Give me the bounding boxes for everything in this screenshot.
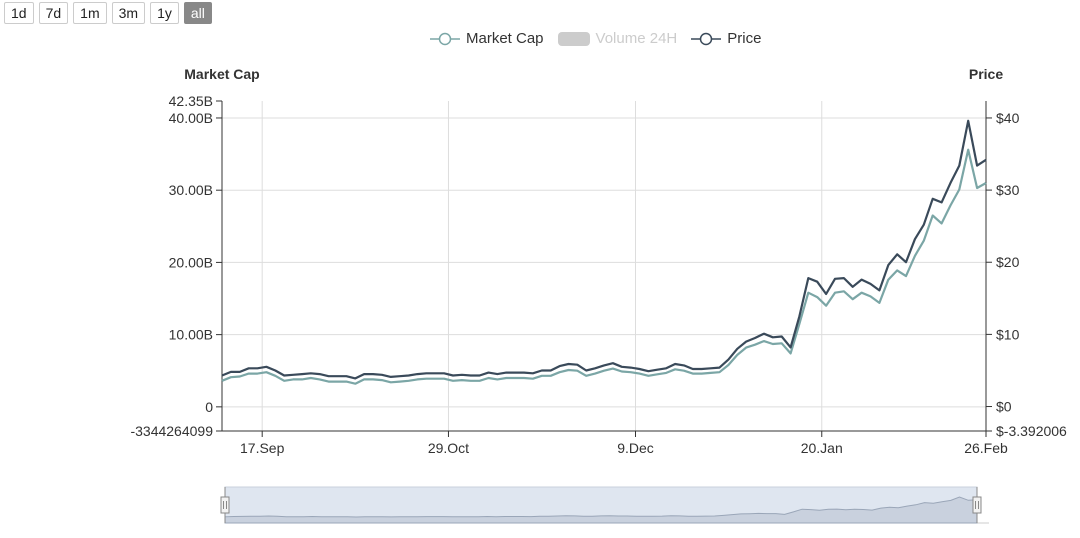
legend-label-price: Price xyxy=(727,30,762,47)
right-tick-label: $-3.392006 xyxy=(996,423,1067,439)
handle-grip xyxy=(972,496,982,514)
area-marker-icon xyxy=(557,31,590,46)
zoom-navigator xyxy=(220,486,989,524)
series-line-market-cap xyxy=(221,148,987,385)
right-tick-label: $40 xyxy=(996,110,1020,126)
chart-legend: Market Cap Volume 24H Price xyxy=(430,30,761,47)
right-tick-label: $0 xyxy=(996,399,1012,415)
left-tick-label: 40.00B xyxy=(169,110,213,126)
right-axis-title: Price xyxy=(969,66,1003,82)
series-line-price xyxy=(221,119,987,380)
range-button-1d[interactable]: 1d xyxy=(4,2,34,24)
left-tick-label: 20.00B xyxy=(169,254,213,270)
x-tick-label: 29.Oct xyxy=(428,440,469,456)
x-tick-label: 20.Jan xyxy=(801,440,843,456)
grid-lines xyxy=(222,101,986,431)
range-button-7d[interactable]: 7d xyxy=(38,2,69,24)
legend-label-volume: Volume 24H xyxy=(595,30,678,47)
left-tick-label: 10.00B xyxy=(169,327,213,343)
left-tick-label: -3344264099 xyxy=(130,423,213,439)
navigator-right-handle[interactable] xyxy=(972,487,982,523)
right-tick-label: $20 xyxy=(996,254,1020,270)
handle-grip xyxy=(220,496,230,514)
legend-item-price[interactable]: Price xyxy=(691,30,761,47)
x-tick-label: 17.Sep xyxy=(240,440,285,456)
line-marker-icon xyxy=(430,32,460,45)
x-tick-label: 26.Feb xyxy=(964,440,1008,456)
left-tick-label: 42.35B xyxy=(169,93,213,109)
range-button-1m[interactable]: 1m xyxy=(73,2,107,24)
line-marker-icon xyxy=(691,32,722,45)
left-tick-label: 0 xyxy=(205,399,213,415)
x-tick-label: 9.Dec xyxy=(617,440,654,456)
range-button-1y[interactable]: 1y xyxy=(150,2,179,24)
legend-item-market-cap[interactable]: Market Cap xyxy=(430,30,544,47)
range-button-all[interactable]: all xyxy=(183,2,212,24)
navigator-left-handle[interactable] xyxy=(220,487,230,523)
series-lines xyxy=(221,119,987,385)
right-tick-label: $10 xyxy=(996,326,1020,342)
range-button-3m[interactable]: 3m xyxy=(111,2,146,24)
legend-item-volume[interactable]: Volume 24H xyxy=(557,30,678,47)
right-tick-label: $30 xyxy=(996,182,1020,198)
left-axis-title: Market Cap xyxy=(184,66,259,82)
left-tick-label: 30.00B xyxy=(169,182,213,198)
range-selector: 1d 7d 1m 3m 1y all xyxy=(4,2,212,24)
legend-label-market-cap: Market Cap xyxy=(466,30,544,47)
navigator-series-area xyxy=(224,496,978,524)
